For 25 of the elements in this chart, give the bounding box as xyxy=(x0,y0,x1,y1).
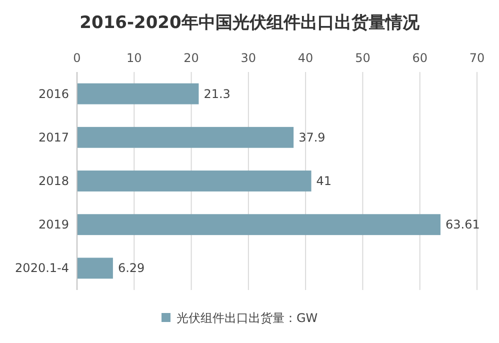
data-label: 6.29 xyxy=(118,261,145,276)
x-tick-label: 40 xyxy=(298,51,314,65)
data-label: 41 xyxy=(316,174,332,188)
bar xyxy=(77,214,440,236)
y-tick-label: 2016 xyxy=(38,86,69,101)
bar xyxy=(77,258,113,279)
x-tick-label: 30 xyxy=(240,51,256,65)
y-tick-label: 2019 xyxy=(38,218,69,232)
y-tick-label: 2020.1-4 xyxy=(15,261,69,276)
x-tick-label: 10 xyxy=(126,51,142,65)
y-tick-label: 2018 xyxy=(38,174,69,188)
bar xyxy=(77,126,294,148)
x-tick-label: 20 xyxy=(184,51,199,65)
x-tick-label: 0 xyxy=(73,51,81,65)
y-tick-label: 2017 xyxy=(38,130,69,144)
x-tick-label: 70 xyxy=(469,51,485,65)
data-label: 37.9 xyxy=(298,130,326,144)
bar xyxy=(77,83,199,104)
chart-title: 2016-2020年中国光伏组件出口出货量情况 xyxy=(80,13,420,33)
data-label: 21.3 xyxy=(204,86,230,101)
data-label: 63.61 xyxy=(445,218,480,232)
bar xyxy=(77,170,312,192)
x-tick-label: 60 xyxy=(412,51,428,65)
x-tick-label: 50 xyxy=(355,51,370,65)
legend-label: 光伏组件出口出货量：GW xyxy=(176,311,318,325)
